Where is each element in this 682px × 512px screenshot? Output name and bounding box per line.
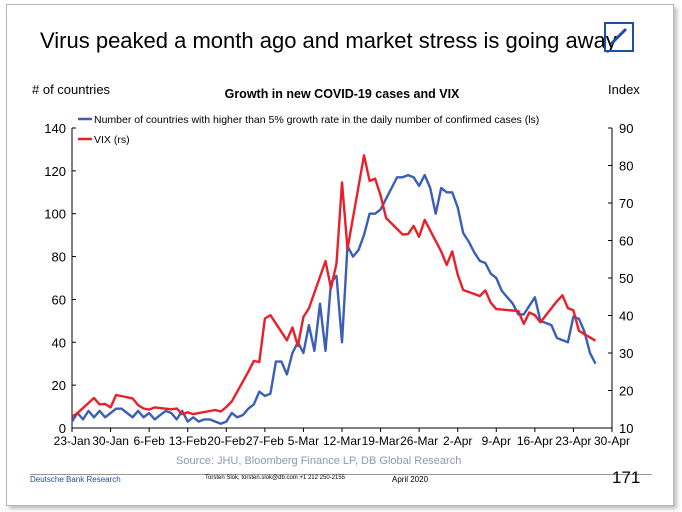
series-line-vix (71, 154, 597, 418)
left-axis-label: # of countries (32, 82, 111, 97)
slide (6, 4, 674, 506)
x-tick-label: 23-Jan (54, 434, 91, 448)
y-left-tick-label: 0 (59, 421, 66, 436)
x-tick-label: 5-Mar (288, 434, 319, 448)
axes: 0 20 40 60 80 100 120 140 10 20 30 40 50 60 70 80 90 23-J… (44, 121, 633, 448)
y-left-tick-label: 100 (44, 207, 66, 222)
y-right-tick-label: 80 (619, 159, 633, 174)
y-right-tick-label: 40 (619, 309, 633, 324)
x-tick-label: 9-Apr (482, 434, 511, 448)
page-number: 171 (612, 468, 641, 487)
footer-divider (30, 474, 652, 475)
x-tick-label: 16-Apr (517, 434, 553, 448)
x-tick-label: 30-Apr (594, 434, 630, 448)
y-right-tick-label: 10 (619, 421, 633, 436)
y-left-tick-label: 120 (44, 164, 66, 179)
y-right-tick-label: 30 (619, 346, 633, 361)
page-title: Virus peaked a month ago and market stre… (40, 28, 617, 53)
x-tick-label: 23-Apr (555, 434, 591, 448)
y-right-tick-label: 70 (619, 196, 633, 211)
x-tick-label: 2-Apr (443, 434, 472, 448)
x-tick-label: 19-Mar (362, 434, 400, 448)
series-lines (70, 154, 597, 425)
y-left-tick-label: 60 (52, 292, 66, 307)
y-left-tick-label: 40 (52, 335, 66, 350)
y-right-tick-label: 20 (619, 384, 633, 399)
x-tick-label: 12-Mar (323, 434, 361, 448)
y-right-tick-label: 60 (619, 234, 633, 249)
x-tick-label: 20-Feb (207, 434, 245, 448)
footer-date: April 2020 (392, 475, 429, 484)
legend-label-vix: VIX (rs) (94, 134, 130, 146)
y-left-tick-label: 20 (52, 378, 66, 393)
footer-contact: Torsten Slok, torsten.slok@db.com +1 212… (205, 475, 346, 481)
x-tick-label: 6-Feb (133, 434, 165, 448)
x-tick-label: 13-Feb (169, 434, 207, 448)
y-left-tick-label: 140 (44, 121, 66, 136)
y-left-tick-label: 80 (52, 250, 66, 265)
x-tick-label: 27-Feb (246, 434, 284, 448)
right-axis-label: Index (608, 82, 640, 97)
y-right-tick-label: 50 (619, 271, 633, 286)
legend: Number of countries with higher than 5% … (78, 114, 539, 146)
source-note: Source: JHU, Bloomberg Finance LP, DB Gl… (176, 455, 462, 467)
y-right-tick-label: 90 (619, 121, 633, 136)
x-tick-label: 26-Mar (400, 434, 438, 448)
footer-org: Deutsche Bank Research (30, 475, 121, 484)
deutsche-bank-logo-icon (604, 22, 634, 52)
series-line-countries (70, 173, 597, 425)
x-tick-label: 30-Jan (92, 434, 129, 448)
chart-title: Growth in new COVID-19 cases and VIX (225, 87, 460, 101)
legend-label-countries: Number of countries with higher than 5% … (94, 114, 539, 126)
